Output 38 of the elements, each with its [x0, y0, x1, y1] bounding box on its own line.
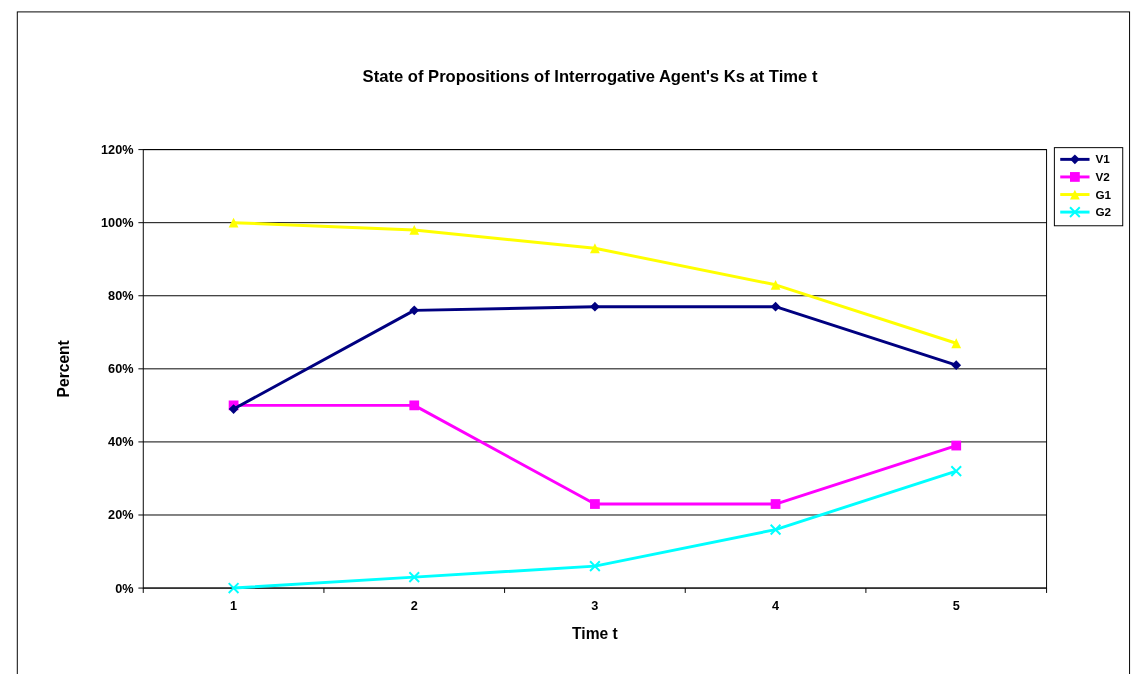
y-tick-label: 60% — [108, 362, 134, 377]
y-tick-label: 100% — [101, 216, 134, 231]
point — [408, 571, 421, 583]
point — [770, 279, 781, 290]
point — [951, 338, 962, 349]
y-tick-label: 20% — [108, 508, 134, 523]
y-tick-label: 80% — [108, 289, 134, 304]
point — [409, 305, 420, 316]
legend-label: V2 — [1095, 170, 1111, 184]
legend-label: G1 — [1095, 187, 1112, 201]
x-tick-label: 2 — [410, 598, 418, 613]
x-tick-label: 1 — [230, 598, 238, 613]
legend-label: G2 — [1095, 205, 1112, 219]
point — [951, 360, 962, 371]
point — [228, 217, 239, 228]
point — [227, 582, 240, 594]
point — [228, 404, 239, 414]
x-axis-title: Time t — [572, 624, 618, 642]
point — [951, 440, 962, 451]
x-tick-label: 5 — [952, 598, 960, 613]
x-tick-label: 3 — [591, 598, 599, 613]
point — [590, 301, 600, 312]
point — [769, 523, 782, 536]
point — [770, 499, 781, 509]
point — [590, 499, 600, 509]
y-tick-label: 0% — [115, 581, 134, 596]
y-tick-label: 40% — [108, 435, 134, 450]
point — [409, 225, 420, 235]
chart-title: State of Propositions of Interrogative Agent's Ks at Time t — [362, 67, 818, 87]
legend-label: V1 — [1095, 152, 1111, 166]
point — [409, 400, 420, 411]
point — [770, 301, 781, 312]
y-tick-label: 120% — [101, 143, 134, 158]
x-tick-label: 4 — [772, 598, 780, 613]
point — [950, 465, 963, 477]
point — [589, 560, 601, 572]
point — [590, 243, 600, 254]
y-axis-title: Percent — [55, 340, 73, 398]
